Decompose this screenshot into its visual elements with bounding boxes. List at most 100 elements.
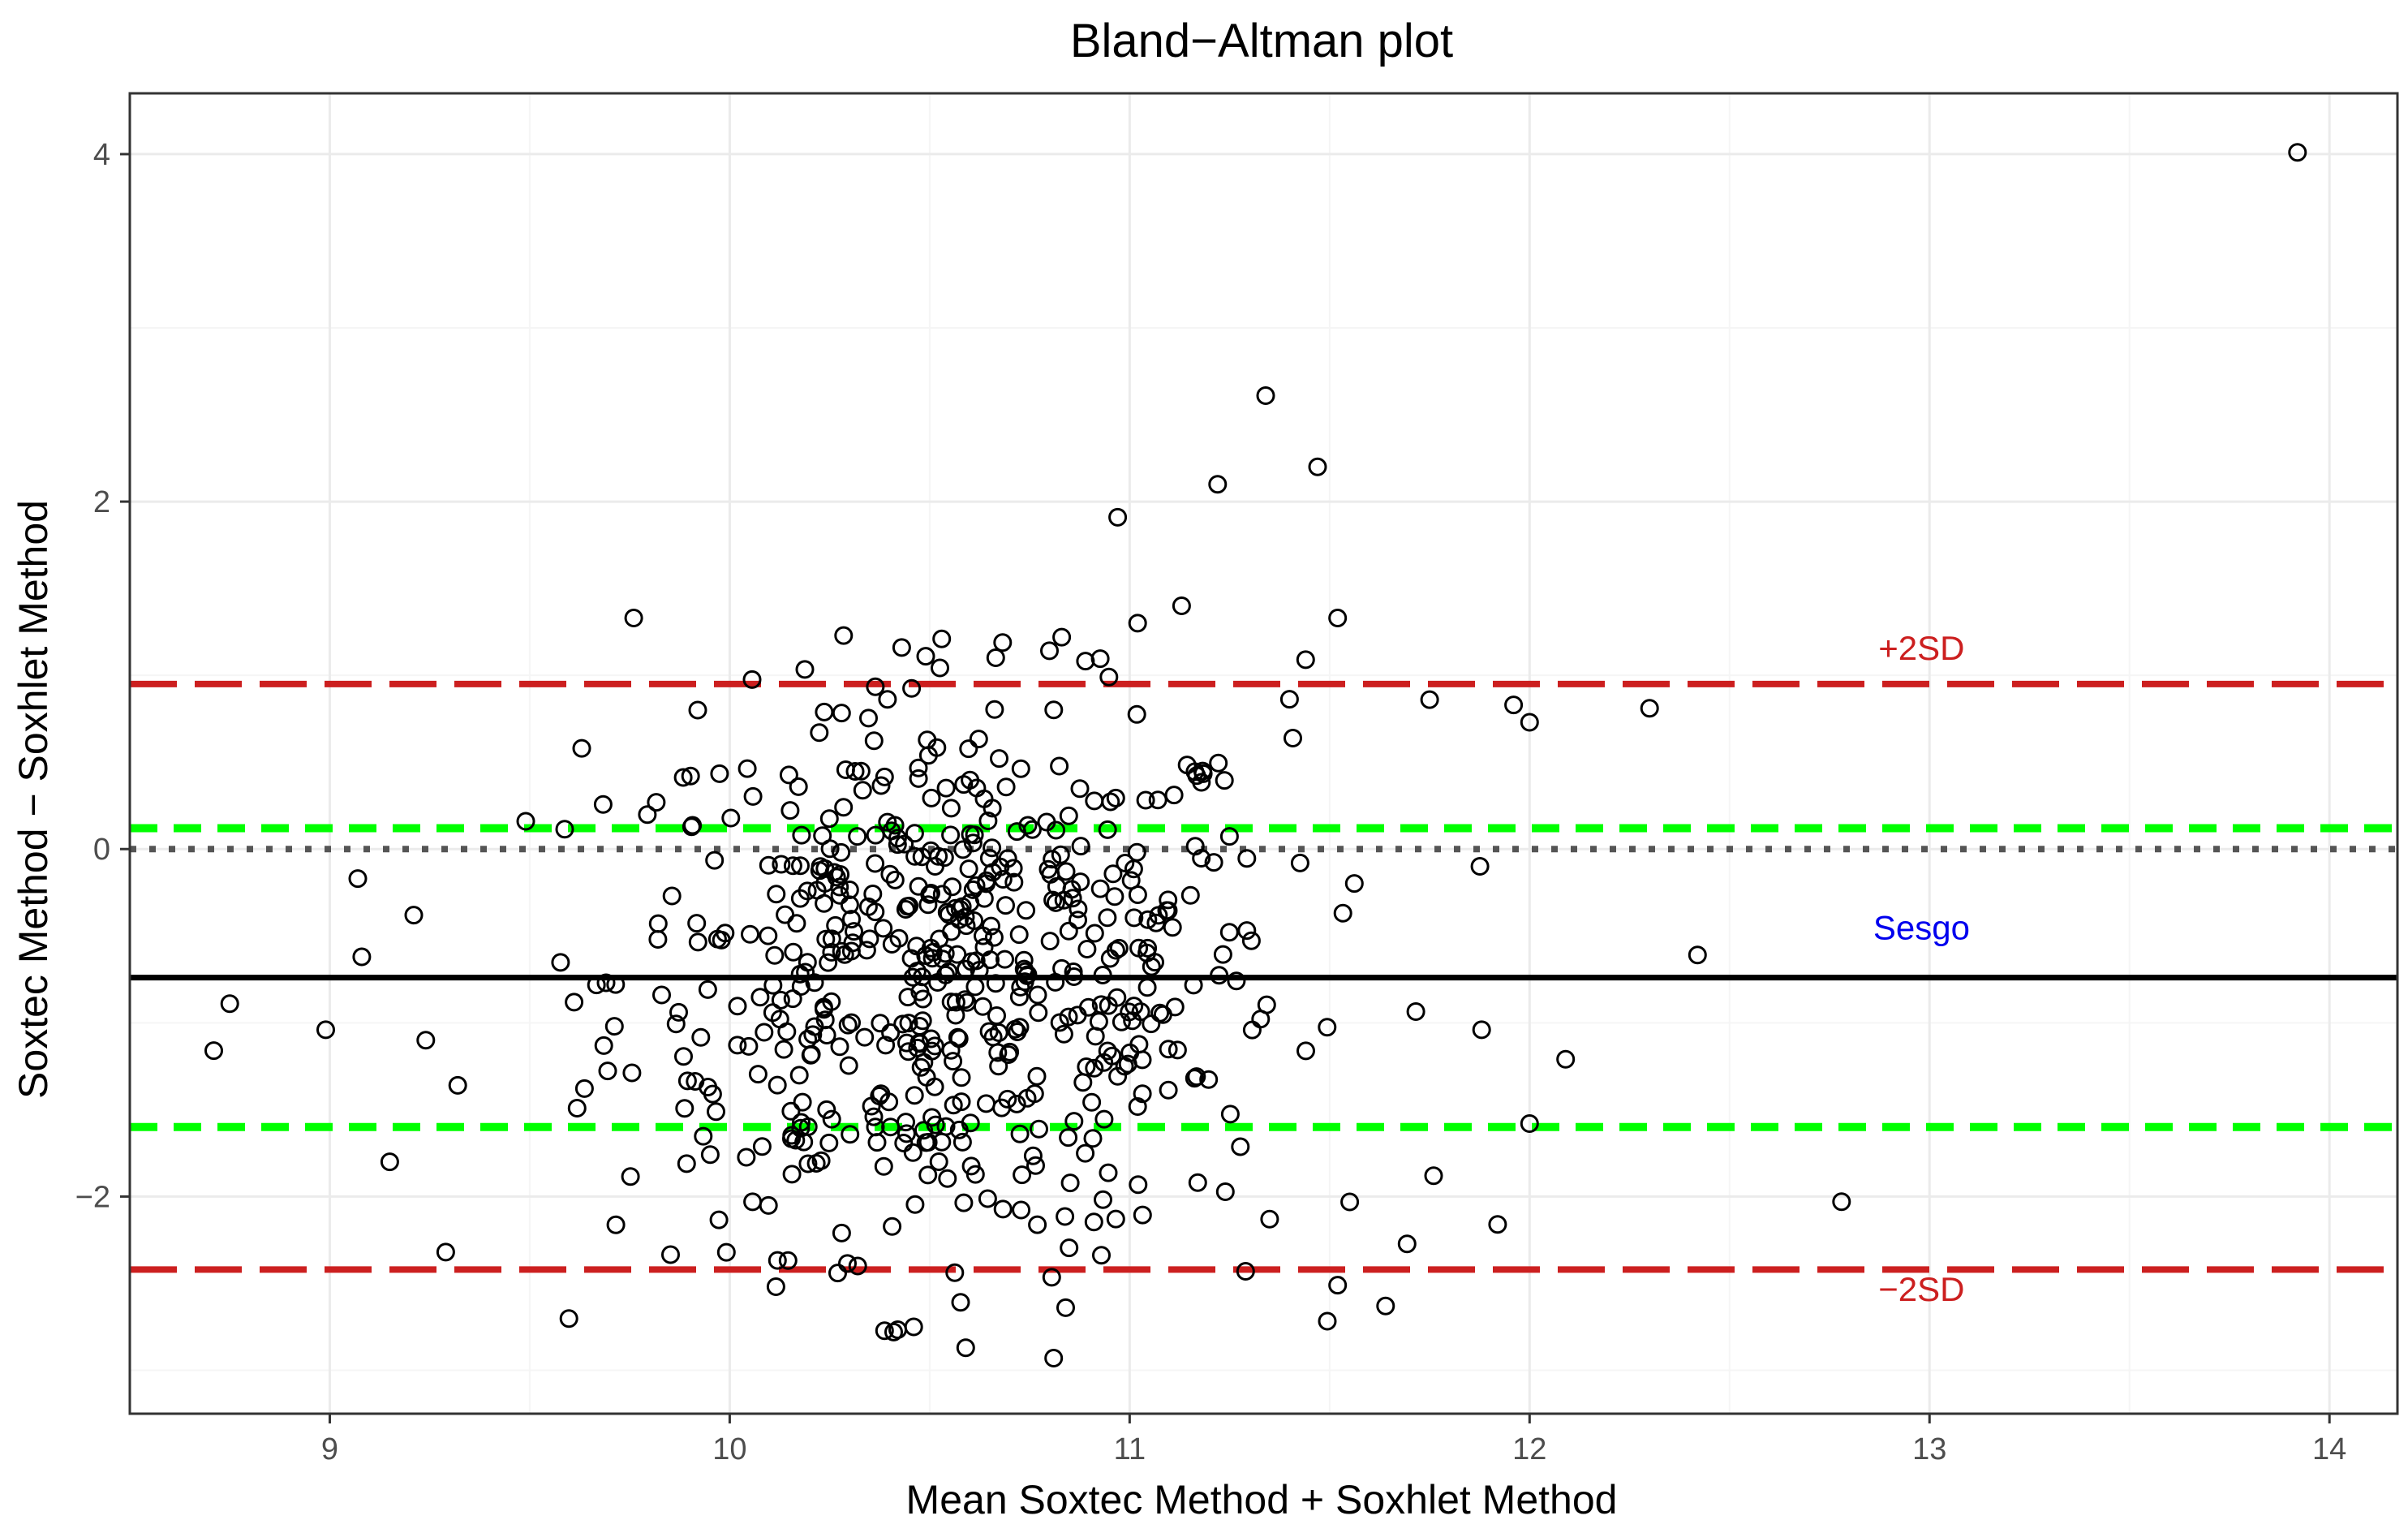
data-point <box>1085 1058 1104 1078</box>
data-point <box>1308 457 1327 476</box>
data-point <box>673 768 693 787</box>
reference-line-labels: +2SD Sesgo −2SD <box>1873 629 1970 1308</box>
data-point <box>784 942 803 962</box>
data-point <box>815 873 835 893</box>
data-point <box>739 1036 759 1056</box>
x-tick-label: 12 <box>1512 1432 1546 1466</box>
data-point <box>565 993 584 1012</box>
data-point <box>977 874 995 894</box>
data-point <box>822 992 841 1011</box>
data-point <box>921 938 940 958</box>
data-point <box>866 854 885 873</box>
data-point <box>1128 1097 1147 1116</box>
data-point <box>897 1113 915 1132</box>
data-point <box>1318 1018 1337 1037</box>
data-point <box>884 1322 903 1341</box>
data-point <box>1376 1296 1395 1316</box>
data-point <box>1046 893 1065 912</box>
data-point <box>759 926 778 945</box>
data-point <box>832 1223 851 1242</box>
data-point <box>1406 1002 1425 1021</box>
data-point <box>897 1124 916 1143</box>
data-point <box>993 633 1013 652</box>
data-point <box>728 997 747 1016</box>
data-point <box>787 914 806 933</box>
data-point <box>892 638 911 657</box>
data-point <box>996 896 1015 915</box>
data-point <box>683 816 703 835</box>
data-point <box>596 973 616 993</box>
data-point <box>792 825 811 845</box>
data-point <box>979 848 999 868</box>
reference-lines <box>130 680 2397 1273</box>
data-point <box>567 1099 587 1117</box>
data-point <box>1059 1128 1078 1148</box>
data-point <box>721 808 741 828</box>
data-point <box>909 758 928 777</box>
data-point <box>1004 859 1023 878</box>
data-point <box>851 761 871 781</box>
data-point <box>1193 764 1213 783</box>
data-point <box>647 793 666 812</box>
data-point <box>1027 1066 1047 1086</box>
data-point <box>978 812 998 830</box>
data-point <box>436 1242 455 1262</box>
data-point <box>1063 889 1082 908</box>
data-point <box>1090 879 1110 898</box>
data-point <box>1164 786 1184 805</box>
data-point <box>817 1026 836 1044</box>
data-point <box>1185 837 1205 856</box>
data-point <box>1333 903 1352 923</box>
data-point <box>810 723 829 743</box>
data-point <box>1520 713 1539 732</box>
data-point <box>1023 1146 1043 1165</box>
data-point <box>1177 756 1197 775</box>
data-point <box>922 884 940 902</box>
data-point <box>652 985 671 1005</box>
data-point <box>1215 771 1234 790</box>
data-point <box>1098 1041 1117 1061</box>
data-point <box>1090 649 1110 669</box>
data-point <box>830 1037 849 1057</box>
data-point <box>1688 945 1707 965</box>
data-point <box>1397 1234 1417 1254</box>
data-point <box>1025 1084 1044 1104</box>
data-point <box>594 1036 613 1055</box>
data-point <box>974 926 992 945</box>
data-point <box>1083 1129 1103 1148</box>
data-point <box>959 739 978 759</box>
data-point <box>1022 820 1042 839</box>
data-point <box>1163 918 1182 937</box>
data-point <box>998 849 1017 868</box>
data-point <box>404 906 424 925</box>
data-point <box>638 805 657 825</box>
data-point <box>1030 1119 1048 1139</box>
data-point <box>824 863 844 882</box>
data-point <box>1112 1012 1131 1031</box>
data-point <box>574 1079 594 1098</box>
data-point <box>691 1027 711 1047</box>
data-point <box>1138 910 1158 929</box>
data-point <box>834 798 854 817</box>
data-point <box>743 1192 763 1212</box>
data-point <box>778 1251 798 1270</box>
data-point <box>951 1293 970 1312</box>
data-point <box>1184 975 1203 995</box>
data-point <box>1069 911 1087 930</box>
data-point <box>828 1264 847 1283</box>
data-point <box>1086 1027 1105 1046</box>
data-point <box>752 1137 772 1156</box>
data-point <box>913 1011 932 1031</box>
data-point <box>952 1132 972 1152</box>
data-point <box>768 1251 787 1270</box>
data-point <box>840 895 859 915</box>
data-point <box>862 1096 881 1116</box>
data-point <box>819 1133 839 1152</box>
data-point <box>1832 1192 1851 1212</box>
data-point <box>1064 962 1083 981</box>
data-point <box>832 842 851 862</box>
data-point <box>1420 690 1439 709</box>
data-point <box>1047 820 1066 840</box>
data-point <box>759 855 778 875</box>
